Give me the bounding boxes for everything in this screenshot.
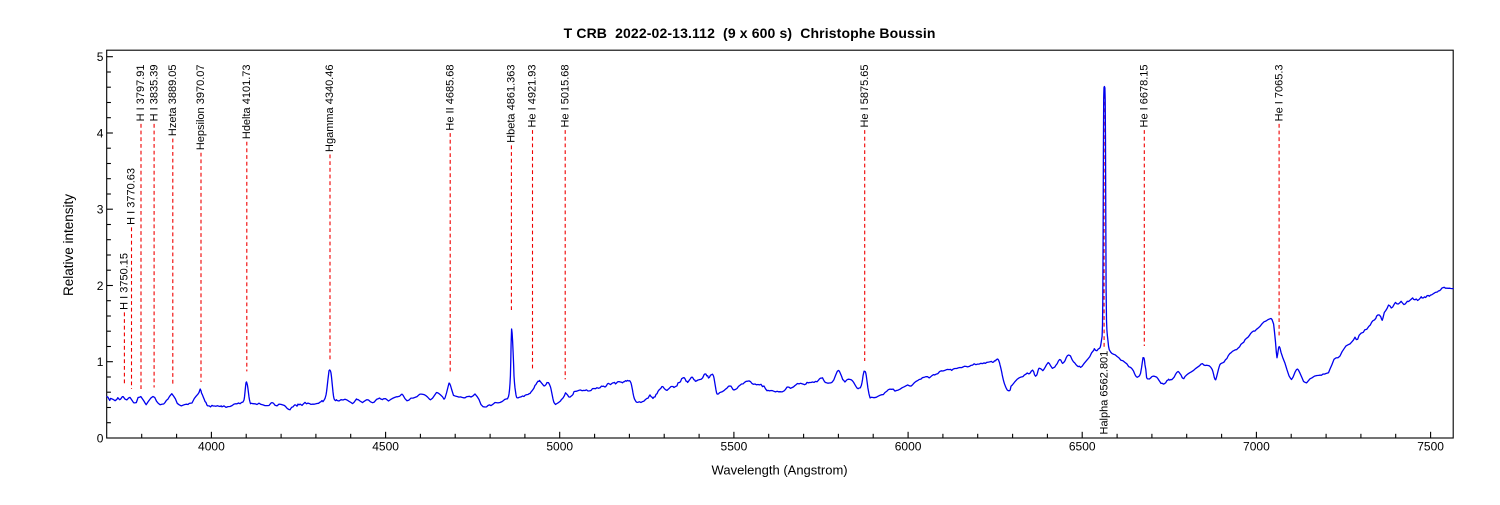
svg-text:6000: 6000 [895, 440, 922, 454]
svg-text:H I 3797.91: H I 3797.91 [135, 65, 147, 122]
svg-text:He II 4685.68: He II 4685.68 [444, 65, 456, 131]
svg-text:4: 4 [97, 126, 104, 140]
svg-text:Hepsilon 3970.07: Hepsilon 3970.07 [195, 65, 207, 151]
svg-text:6500: 6500 [1069, 440, 1096, 454]
svg-text:2: 2 [97, 279, 104, 293]
svg-text:Hgamma 4340.46: Hgamma 4340.46 [324, 65, 336, 152]
svg-text:7500: 7500 [1417, 440, 1444, 454]
svg-text:H I 3770.63: H I 3770.63 [126, 168, 138, 225]
svg-text:T CRB 2022-02-13.112 (9 x 60: T CRB 2022-02-13.112 (9 x 600 s) Christo… [564, 25, 936, 41]
svg-text:Hzeta 3889.05: Hzeta 3889.05 [167, 65, 179, 137]
svg-text:He I 5875.65: He I 5875.65 [859, 65, 871, 128]
svg-text:He I 4921.93: He I 4921.93 [527, 65, 539, 128]
svg-text:Wavelength (Angstrom): Wavelength (Angstrom) [712, 463, 848, 478]
svg-text:Hdelta 4101.73: Hdelta 4101.73 [241, 65, 253, 140]
svg-text:4000: 4000 [198, 440, 225, 454]
svg-text:H I 3835.39: H I 3835.39 [148, 65, 160, 122]
svg-text:H I 3750.15: H I 3750.15 [119, 253, 131, 310]
svg-text:He I 5015.68: He I 5015.68 [559, 65, 571, 128]
svg-text:5: 5 [97, 50, 104, 64]
svg-text:Halpha 6562.801: Halpha 6562.801 [1098, 351, 1110, 435]
svg-text:4500: 4500 [372, 440, 399, 454]
svg-text:7000: 7000 [1243, 440, 1270, 454]
svg-text:5500: 5500 [721, 440, 748, 454]
svg-text:He I 7065.3: He I 7065.3 [1273, 65, 1285, 122]
svg-text:3: 3 [97, 203, 104, 217]
svg-text:0: 0 [97, 431, 104, 445]
svg-text:Hbeta 4861.363: Hbeta 4861.363 [506, 65, 518, 143]
svg-text:5000: 5000 [546, 440, 573, 454]
svg-text:He I 6678.15: He I 6678.15 [1139, 65, 1151, 128]
svg-text:Relative intensity: Relative intensity [61, 194, 76, 296]
svg-text:1: 1 [97, 355, 104, 369]
